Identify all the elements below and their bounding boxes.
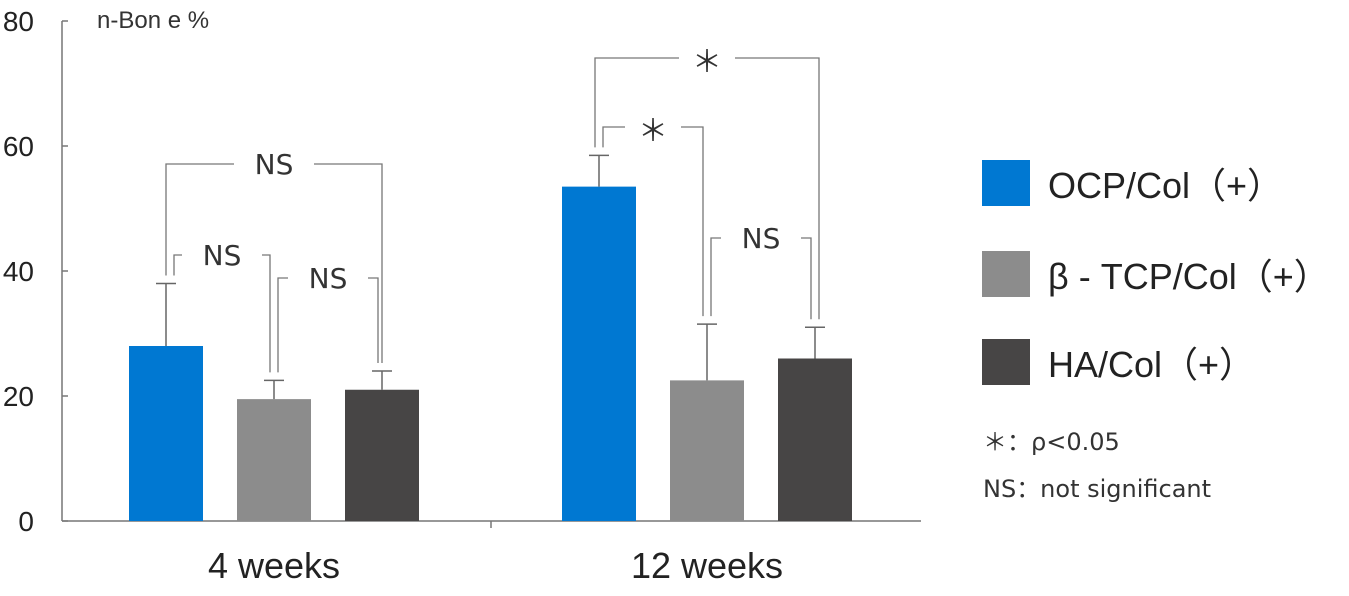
y-tick-label: 80 xyxy=(3,6,34,37)
significance-bracket xyxy=(165,163,383,363)
axes: 0 20 40 60 80 n-Bon e % 4 weeks 12 weeks xyxy=(3,6,921,586)
significance-label: NS xyxy=(255,148,294,181)
significance-label: ＊ xyxy=(692,45,722,80)
significance-brackets: NS NS NS ＊ ＊ NS xyxy=(165,45,820,373)
legend-label-ha: HA/Col（+） xyxy=(1048,344,1256,385)
significance-label: ＊ xyxy=(638,114,668,149)
x-category-label: 12 weeks xyxy=(631,545,783,586)
legend-label-ocp: OCP/Col（+） xyxy=(1048,165,1284,206)
ns-note: NS：not significant xyxy=(983,475,1212,503)
legend-item-ha: HA/Col（+） xyxy=(982,339,1255,385)
y-tick-label: 20 xyxy=(3,381,34,412)
significance-label: NS xyxy=(203,239,242,272)
bar xyxy=(345,389,419,521)
bar xyxy=(562,186,636,521)
significance-label: NS xyxy=(309,262,348,295)
bar xyxy=(670,380,744,521)
significance-label: NS xyxy=(742,222,781,255)
legend-swatch-ha xyxy=(982,339,1030,385)
bar xyxy=(778,358,852,521)
significance-bracket xyxy=(277,277,379,373)
legend-swatch-tcp xyxy=(982,251,1030,297)
x-category-label: 4 weeks xyxy=(208,545,340,586)
y-tick-label: 40 xyxy=(3,256,34,287)
significance-bracket xyxy=(602,126,704,317)
legend-label-tcp: β - TCP/Col（+） xyxy=(1048,256,1330,297)
y-tick-label: 60 xyxy=(3,131,34,162)
legend-swatch-ocp xyxy=(982,160,1030,206)
significance-bracket xyxy=(173,254,271,373)
bar xyxy=(129,346,203,521)
bar xyxy=(237,399,311,521)
significance-note: ＊：ρ<0.05 xyxy=(983,428,1120,456)
bars xyxy=(129,154,852,521)
significance-bracket xyxy=(710,237,812,320)
legend-item-ocp: OCP/Col（+） xyxy=(982,160,1283,206)
y-tick-label: 0 xyxy=(18,506,34,537)
legend-item-tcp: β - TCP/Col（+） xyxy=(982,251,1330,297)
y-axis-label: n-Bon e % xyxy=(97,7,209,34)
significance-bracket xyxy=(594,57,820,320)
